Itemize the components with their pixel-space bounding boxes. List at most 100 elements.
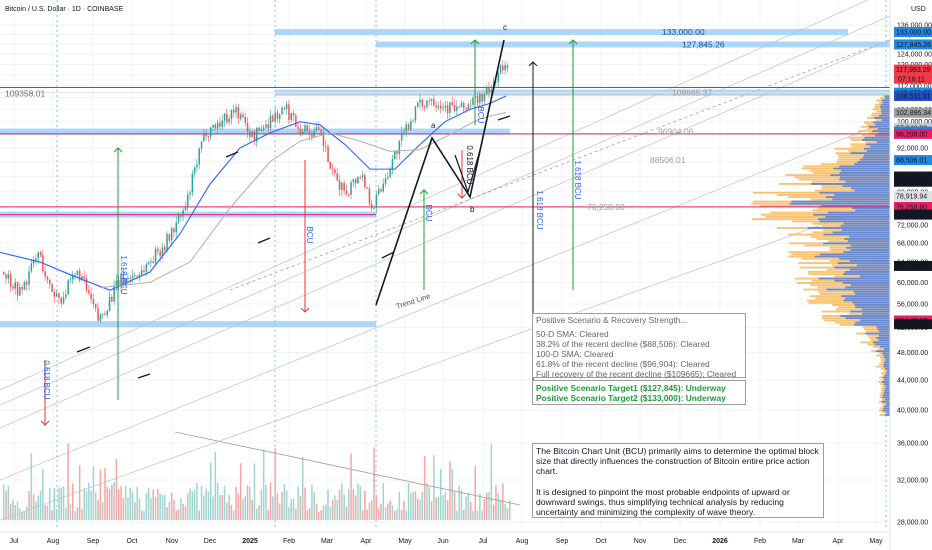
candle-body: [476, 96, 479, 104]
candle-body: [419, 99, 421, 103]
profile-bar: [850, 310, 890, 313]
description-box: The Bitcoin Chart Unit (BCU) primarily a…: [532, 443, 824, 518]
profile-bar: [881, 372, 890, 375]
candle-body: [99, 314, 102, 321]
candle-body: [120, 274, 122, 287]
volume-bar: [350, 453, 352, 520]
candle-body: [76, 270, 79, 275]
volume-bar: [212, 496, 214, 520]
candle-body: [115, 280, 118, 286]
volume-bar: [311, 484, 313, 520]
volume-bar: [481, 510, 483, 520]
volume-bar: [7, 485, 10, 520]
profile-bar: [841, 169, 890, 172]
volume-bar: [159, 493, 161, 520]
volume-bar: [170, 492, 173, 520]
profile-bar: [874, 134, 890, 137]
volume-bar: [338, 489, 341, 520]
volume-bar: [292, 498, 295, 520]
volume-bar: [81, 509, 83, 520]
candle-body: [311, 134, 313, 138]
bcu-label: 0.618 BCU: [42, 360, 51, 399]
profile-bar: [885, 385, 890, 388]
profile-bar: [885, 359, 890, 361]
candle-body: [331, 168, 334, 170]
price-tag: [894, 176, 932, 187]
candle-body: [338, 180, 341, 190]
time-axis[interactable]: Jul Aug Sep Oct Nov Dec 2025 Feb Mar Apr May Jun Jul…: [0, 531, 890, 545]
time-tick-label: Feb: [283, 538, 295, 545]
candle-body: [244, 116, 246, 123]
scenario-line: 61.8% of the recent decline ($96,904): C…: [536, 359, 710, 369]
profile-bar: [834, 194, 890, 196]
candle-body: [320, 129, 322, 133]
volume-bar: [5, 490, 7, 520]
volume-bar: [90, 490, 92, 520]
volume-bar: [207, 491, 210, 520]
profile-bar: [871, 112, 890, 115]
bcu-label: 1.618 BCU: [573, 160, 582, 199]
profile-bar: [808, 301, 890, 304]
price-tag-label: 127,845.26: [896, 42, 931, 49]
price-tag: [894, 39, 932, 50]
candle-body: [28, 271, 30, 285]
volume-bar: [74, 511, 76, 520]
candle-body: [90, 293, 92, 300]
volume-bar: [318, 511, 320, 520]
price-axis[interactable]: 136,000.00132,000.00128,000.00124,000.00…: [889, 0, 932, 550]
candle-body: [136, 275, 138, 277]
target-line-2: Positive Scenario Target2 ($133,000): Un…: [536, 393, 726, 403]
candle-body: [23, 282, 26, 290]
dashed-channel-line: [229, 39, 891, 291]
volume-bar: [223, 486, 226, 520]
candle-body: [78, 270, 81, 281]
volume-bar: [345, 506, 348, 520]
profile-bar: [880, 108, 890, 111]
volume-bar: [391, 505, 394, 520]
price-tag-label: 96,208.00: [896, 131, 927, 138]
time-tick-label: Nov: [166, 538, 179, 545]
volume-bar: [265, 484, 267, 520]
volume-bar: [127, 497, 129, 520]
price-tag: [894, 319, 932, 330]
candle-body: [327, 146, 329, 162]
volume-bar: [453, 491, 456, 520]
volume-bar: [106, 486, 108, 520]
volume-bar: [486, 492, 488, 520]
candle-body: [295, 115, 297, 128]
candle-body: [214, 124, 217, 129]
profile-bar: [840, 224, 890, 227]
candle-body: [44, 271, 46, 277]
volume-bar: [182, 503, 184, 520]
time-tick-label: Apr: [833, 538, 845, 545]
time-tick-label: May: [869, 538, 883, 545]
volume-bar: [134, 502, 136, 520]
profile-bar: [880, 345, 890, 348]
volume-bar: [55, 508, 58, 520]
candle-body: [228, 118, 230, 123]
profile-bar: [879, 330, 890, 333]
volume-bar: [400, 510, 403, 520]
profile-bar: [839, 178, 890, 181]
time-tick-label: Sep: [87, 538, 100, 545]
price-tag-label: 102,896.34: [896, 110, 931, 117]
candle-body: [168, 233, 171, 241]
volume-bar: [122, 498, 125, 520]
candle-body: [242, 114, 244, 117]
volume-bar: [295, 508, 297, 520]
candle-body: [285, 104, 288, 109]
volume-bar: [433, 455, 435, 520]
volume-bar: [389, 500, 391, 520]
volume-bar: [104, 468, 106, 520]
candle-body: [451, 102, 453, 105]
candle-body: [223, 113, 226, 121]
volume-bar: [67, 443, 69, 520]
profile-bar: [883, 365, 890, 368]
volume-bar: [157, 488, 159, 520]
profile-bar: [819, 220, 890, 223]
volume-bar: [313, 491, 315, 520]
time-tick-label: Apr: [361, 538, 373, 545]
candle-body: [325, 145, 327, 147]
candle-body: [387, 177, 389, 179]
bcu-label: 0.618 BCU: [465, 145, 474, 184]
